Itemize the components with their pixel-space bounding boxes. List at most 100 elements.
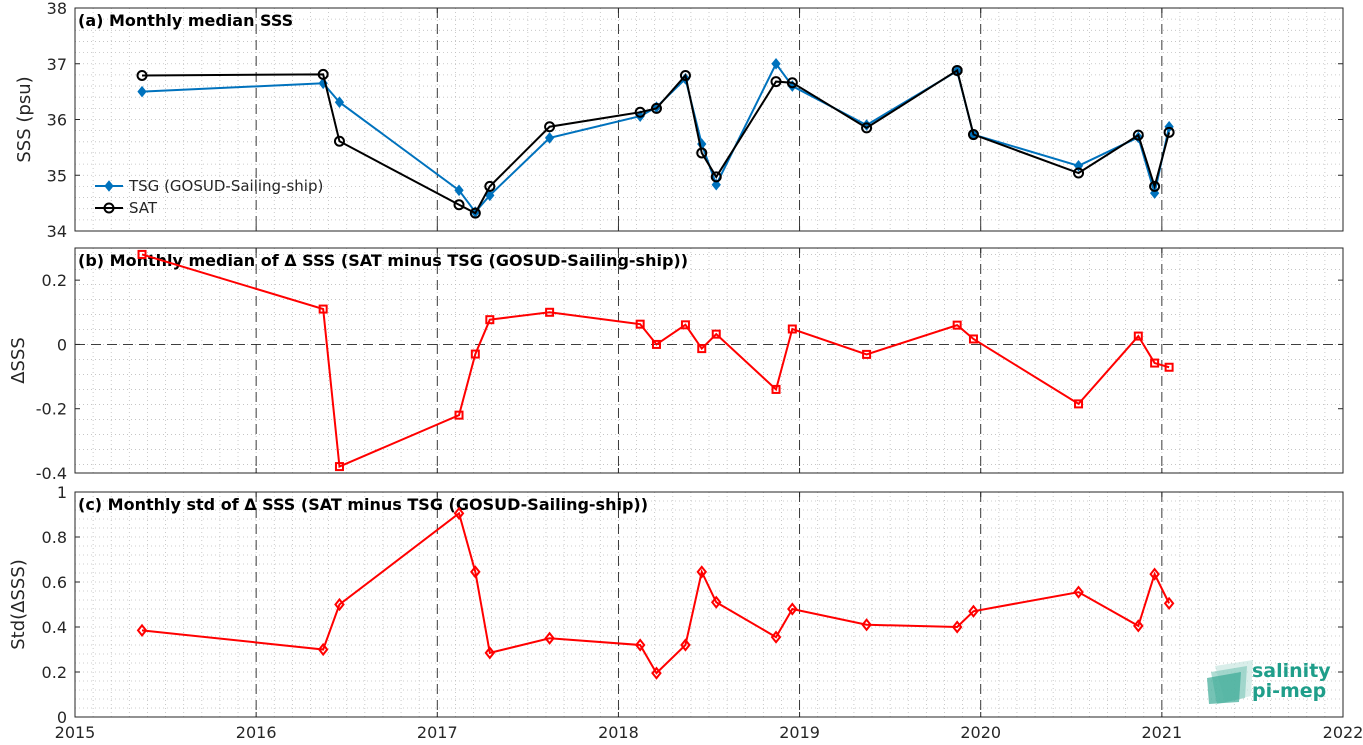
data-point [1073, 585, 1084, 599]
legend: TSG (GOSUD-Sailing-ship) SAT [95, 177, 323, 217]
data-point [334, 96, 345, 109]
panel-title: (c) Monthly std of Δ SSS (SAT minus TSG … [78, 495, 648, 514]
y-tick-label: 34 [47, 222, 67, 241]
data-point [1073, 167, 1085, 179]
data-point [680, 320, 690, 330]
data-point [1133, 331, 1143, 341]
grid-minor [74, 491, 1344, 718]
data-point [1149, 567, 1160, 581]
data-point [696, 565, 708, 579]
data-point [651, 666, 662, 680]
data-point [787, 324, 797, 334]
panel-b: -0.4 -0.2 0 0.2 ΔSSS (b) Monthly median of Δ … [8, 247, 1344, 483]
grid-minor [74, 7, 1344, 232]
data-point [453, 506, 465, 520]
data-point [334, 462, 344, 472]
data-point [484, 180, 496, 192]
panel-title: (b) Monthly median of Δ SSS (SAT minus T… [78, 251, 688, 270]
data-point [786, 77, 798, 89]
data-point [680, 638, 691, 652]
data-point [771, 384, 781, 394]
data-point [454, 184, 464, 197]
data-point [470, 565, 481, 579]
data-point [861, 122, 873, 134]
x-tick-label: 2016 [236, 723, 277, 742]
data-point [1149, 180, 1161, 192]
data-point [697, 344, 707, 354]
data-point [1164, 120, 1174, 133]
y-tick-label: 0.4 [42, 618, 67, 637]
data-point [484, 646, 496, 660]
y-tick-label: -0.2 [36, 400, 67, 419]
logo-line2: pi-mep [1252, 680, 1326, 702]
series-line [142, 68, 1171, 215]
data-point [770, 630, 782, 644]
y-tick-label: 0.6 [42, 573, 67, 592]
data-point [334, 597, 345, 612]
data-point [696, 147, 708, 159]
data-point [318, 304, 328, 314]
data-point [544, 631, 555, 645]
data-point [968, 334, 978, 344]
panel-c: 0 0.2 0.4 0.6 0.8 1 2015 2016 2017 2018 2019 2020 20… [8, 483, 1363, 742]
x-tick-label: 2018 [598, 723, 639, 742]
data-point [485, 315, 495, 325]
data-point [333, 135, 345, 147]
data-point [951, 64, 963, 76]
x-tick-label: 2021 [1141, 723, 1182, 742]
data-point [634, 106, 646, 118]
series-delta [137, 249, 1174, 472]
data-point [1163, 126, 1175, 138]
data-point [711, 178, 721, 191]
data-point [1164, 362, 1174, 372]
data-point [1133, 619, 1144, 633]
data-point [470, 349, 480, 359]
y-tick-label: 1 [57, 483, 67, 502]
y-axis-label: ΔSSS [8, 337, 29, 384]
y-tick-label: 0 [57, 708, 67, 727]
data-point [861, 618, 872, 632]
data-point [679, 69, 691, 81]
data-point [545, 307, 555, 317]
legend-marker [103, 202, 115, 214]
salinity-pimep-logo: salinity pi-mep [1207, 660, 1331, 704]
axes-frame [74, 247, 1344, 474]
panel-title: (a) Monthly median SSS [78, 11, 293, 30]
legend-entry: TSG (GOSUD-Sailing-ship) [128, 177, 323, 195]
data-point [968, 604, 979, 618]
y-axis-label: Std(ΔSSS) [8, 559, 29, 650]
data-point [1150, 358, 1160, 368]
data-point [651, 339, 661, 349]
x-tick-label: 2015 [55, 723, 96, 742]
y-tick-label: 38 [47, 0, 67, 18]
panel-a: 34 35 36 37 38 SSS (psu) (a) Monthly median SS… [14, 0, 1344, 241]
data-point [137, 249, 147, 259]
data-point [544, 121, 556, 133]
data-point [317, 68, 329, 80]
data-point [454, 410, 464, 420]
logo-line1: salinity [1252, 660, 1331, 682]
x-tick-label: 2019 [779, 723, 820, 742]
data-point [136, 69, 148, 81]
data-point [710, 595, 722, 609]
data-point [1163, 596, 1175, 610]
data-point [711, 329, 721, 339]
data-point [710, 171, 722, 183]
data-point [453, 199, 465, 211]
data-point [469, 207, 481, 219]
data-point [635, 319, 645, 329]
data-point [650, 102, 662, 114]
x-tick-label: 2017 [417, 723, 458, 742]
series-sat [136, 64, 1175, 219]
data-point [952, 320, 962, 330]
axes-frame [74, 7, 1344, 232]
y-tick-label: 36 [47, 111, 67, 130]
series-line [141, 511, 1170, 675]
series-tsg-gosud-sailing-ship- [137, 57, 1174, 218]
axes-frame [74, 491, 1344, 718]
data-point [317, 642, 329, 657]
y-tick-label: 0.2 [42, 663, 67, 682]
series-delta [136, 506, 1175, 680]
legend-marker [104, 180, 114, 192]
